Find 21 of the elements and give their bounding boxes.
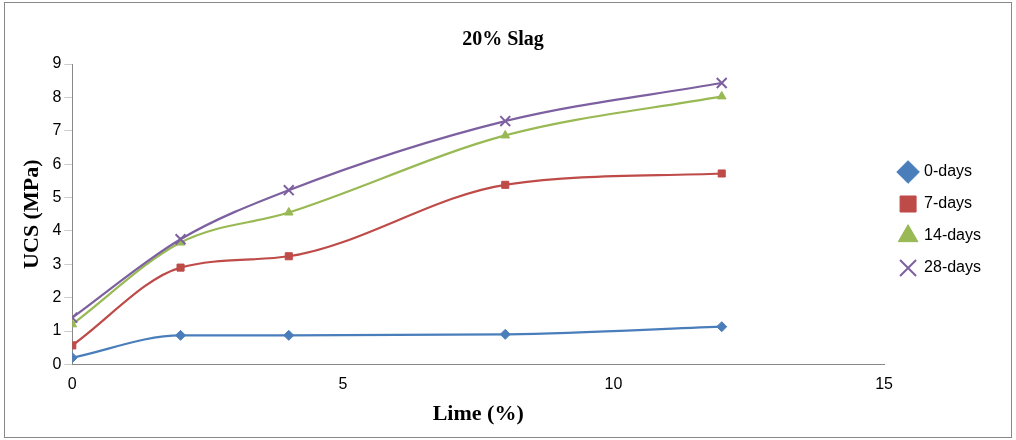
x-tick-label: 0 [67,375,77,393]
y-tick-label: 8 [52,87,62,105]
legend-label: 14-days [924,226,981,244]
y-tick-label: 5 [52,187,62,205]
x-axis-title: Lime (%) [432,400,524,426]
y-tick-label: 9 [52,54,62,72]
y-tick-label: 3 [52,254,62,272]
y-tick-label: 1 [52,321,62,339]
legend-label: 28-days [924,258,981,276]
chart-title: 20% Slag [462,27,544,51]
y-tick-label: 4 [52,221,62,239]
x-tick-label: 5 [338,375,348,393]
y-tick-label: 2 [52,288,62,306]
y-tick-label: 0 [52,354,62,372]
x-tick-label: 10 [604,375,623,393]
x-tick-label: 15 [875,375,894,393]
legend-label: 7-days [924,194,973,212]
y-axis-title: UCS (MPa) [17,159,43,269]
y-tick-label: 6 [52,154,62,172]
legend-label: 0-days [924,162,973,180]
y-tick-label: 7 [52,121,62,139]
